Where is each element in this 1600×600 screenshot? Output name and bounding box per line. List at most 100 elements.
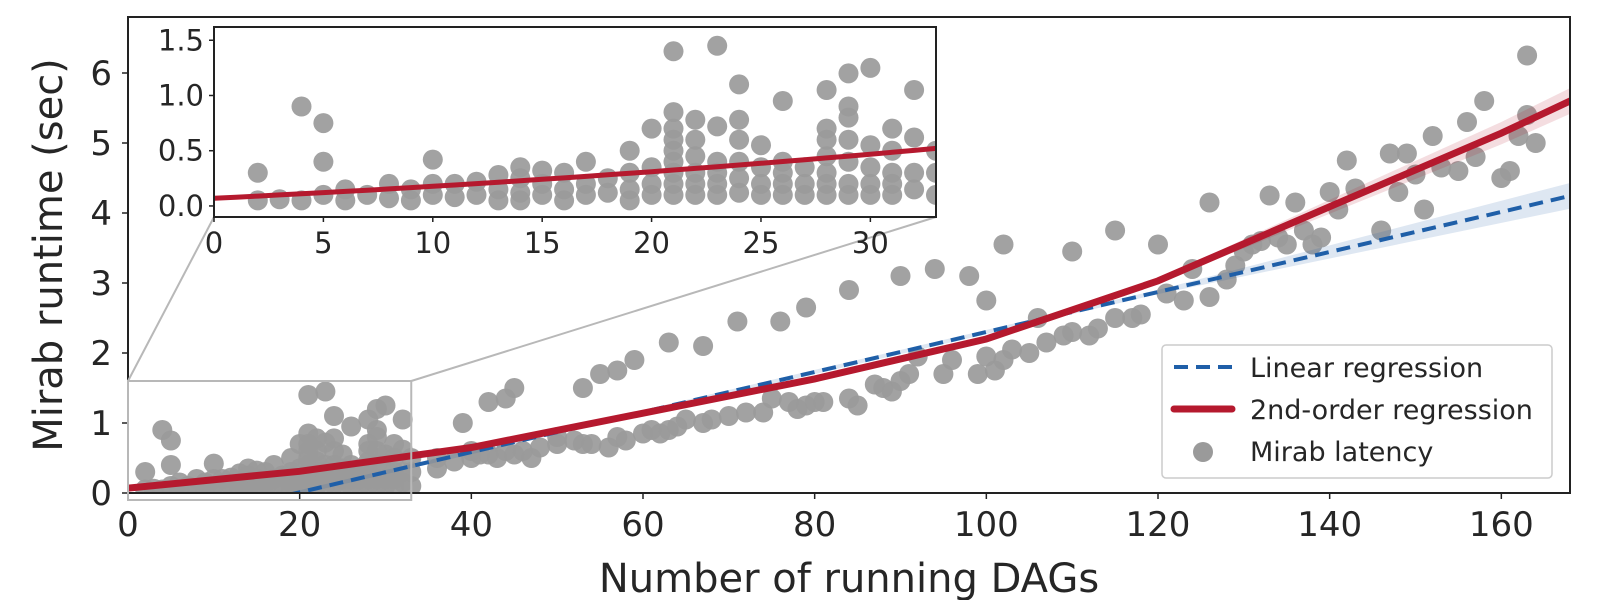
legend-box — [1161, 344, 1553, 479]
zoom-connector-left — [127, 216, 215, 382]
data-point — [1517, 45, 1538, 66]
data-point — [1422, 126, 1443, 146]
inset-data-point — [685, 129, 706, 150]
inset-data-point — [444, 187, 465, 208]
data-point — [427, 458, 447, 479]
data-point — [1336, 150, 1357, 171]
inset-data-point — [685, 146, 706, 167]
data-point — [813, 392, 834, 412]
scatter-points — [135, 45, 1546, 493]
y-tick-label: 6 — [90, 54, 112, 94]
data-point — [572, 378, 593, 398]
x-axis-ticks: 0 20 40 60 80 100 120 140 160 — [117, 493, 1534, 545]
inset-data-point — [510, 190, 531, 211]
inset-data-point — [751, 184, 771, 205]
data-point — [1448, 161, 1469, 181]
inset-data-point — [422, 149, 443, 170]
data-point — [1062, 322, 1083, 342]
x-tick-label: 160 — [1469, 505, 1534, 545]
inset-data-point — [904, 162, 925, 183]
inset-data-point — [532, 184, 553, 205]
x-tick-label: 80 — [793, 505, 836, 545]
data-point — [675, 409, 696, 430]
inset-x-tick-label: 25 — [743, 226, 780, 260]
legend-linear-label: Linear regression — [1250, 353, 1483, 384]
data-point — [1457, 112, 1477, 132]
inset-data-point — [904, 179, 925, 200]
inset-data-point — [816, 184, 837, 205]
inset-data-point — [926, 162, 936, 183]
inset-data-point — [816, 129, 837, 150]
inset-data-point — [400, 190, 421, 211]
data-point — [160, 455, 181, 475]
data-point — [976, 290, 997, 311]
inset-data-point — [663, 41, 684, 62]
inset-y-tick-label: 1.0 — [158, 78, 204, 112]
data-point — [942, 350, 962, 370]
x-tick-label: 120 — [1126, 505, 1191, 545]
inset-data-point — [663, 184, 684, 205]
data-point — [160, 430, 181, 451]
inset-x-tick-label: 20 — [633, 226, 670, 260]
data-point — [736, 402, 756, 423]
x-tick-label: 0 — [117, 505, 139, 545]
data-point — [1199, 287, 1220, 307]
inset-data-point — [597, 182, 618, 203]
inset-data-point — [335, 190, 356, 211]
inset-data-point — [729, 109, 750, 130]
data-point — [1036, 332, 1057, 353]
data-point — [847, 395, 868, 416]
inset-data-point — [772, 91, 793, 111]
data-point — [324, 406, 344, 426]
data-point — [530, 437, 550, 458]
inset-x-axis-ticks: 0 5 10 15 20 25 30 — [205, 217, 889, 260]
inset-data-point — [379, 188, 399, 209]
inset-data-point — [291, 96, 312, 117]
data-point — [1474, 91, 1495, 111]
y-tick-label: 4 — [90, 194, 112, 234]
inset-data-point — [575, 184, 596, 205]
x-tick-label: 60 — [621, 505, 664, 545]
zoom-region-box — [127, 380, 413, 501]
data-point — [1019, 343, 1040, 363]
inset-data-point — [707, 116, 728, 137]
inset-data-point — [575, 151, 596, 172]
y-tick-label: 1 — [90, 404, 112, 444]
x-axis-title: Number of running DAGs — [599, 556, 1099, 600]
data-point — [890, 266, 911, 286]
inset-data-point — [313, 151, 334, 172]
data-point — [1396, 143, 1417, 164]
data-point — [658, 332, 679, 353]
data-point — [1105, 308, 1126, 328]
data-point — [1379, 143, 1400, 164]
inset-data-point — [663, 102, 684, 123]
inset-x-tick-label: 30 — [852, 226, 889, 260]
inset-data-point — [904, 127, 925, 148]
data-point — [1173, 290, 1194, 311]
inset-quadratic-line — [214, 145, 936, 201]
inset-y-axis-ticks: 0.0 0.5 1.0 1.5 — [158, 23, 214, 223]
inset-data-point — [707, 184, 728, 205]
zoom-indicator — [127, 216, 937, 501]
inset-data-point — [247, 162, 268, 183]
inset-data-point — [860, 184, 881, 205]
y-axis-title: Mirab runtime (sec) — [26, 58, 72, 452]
y-tick-label: 5 — [90, 124, 112, 164]
data-point — [135, 462, 156, 482]
inset-data-point — [729, 168, 750, 189]
inset-data-point — [860, 157, 881, 178]
inset-x-tick-label: 10 — [414, 226, 451, 260]
data-point — [761, 388, 782, 409]
inset-data-point — [729, 129, 750, 150]
data-point — [899, 364, 920, 384]
inset-y-tick-label: 0.0 — [158, 189, 204, 223]
data-point — [624, 350, 645, 370]
data-point — [392, 409, 413, 430]
data-point — [1414, 199, 1435, 220]
data-point — [839, 280, 859, 300]
data-point — [1002, 339, 1023, 360]
inset-data-point — [838, 129, 859, 150]
data-point — [796, 297, 817, 318]
data-point — [1130, 304, 1151, 325]
